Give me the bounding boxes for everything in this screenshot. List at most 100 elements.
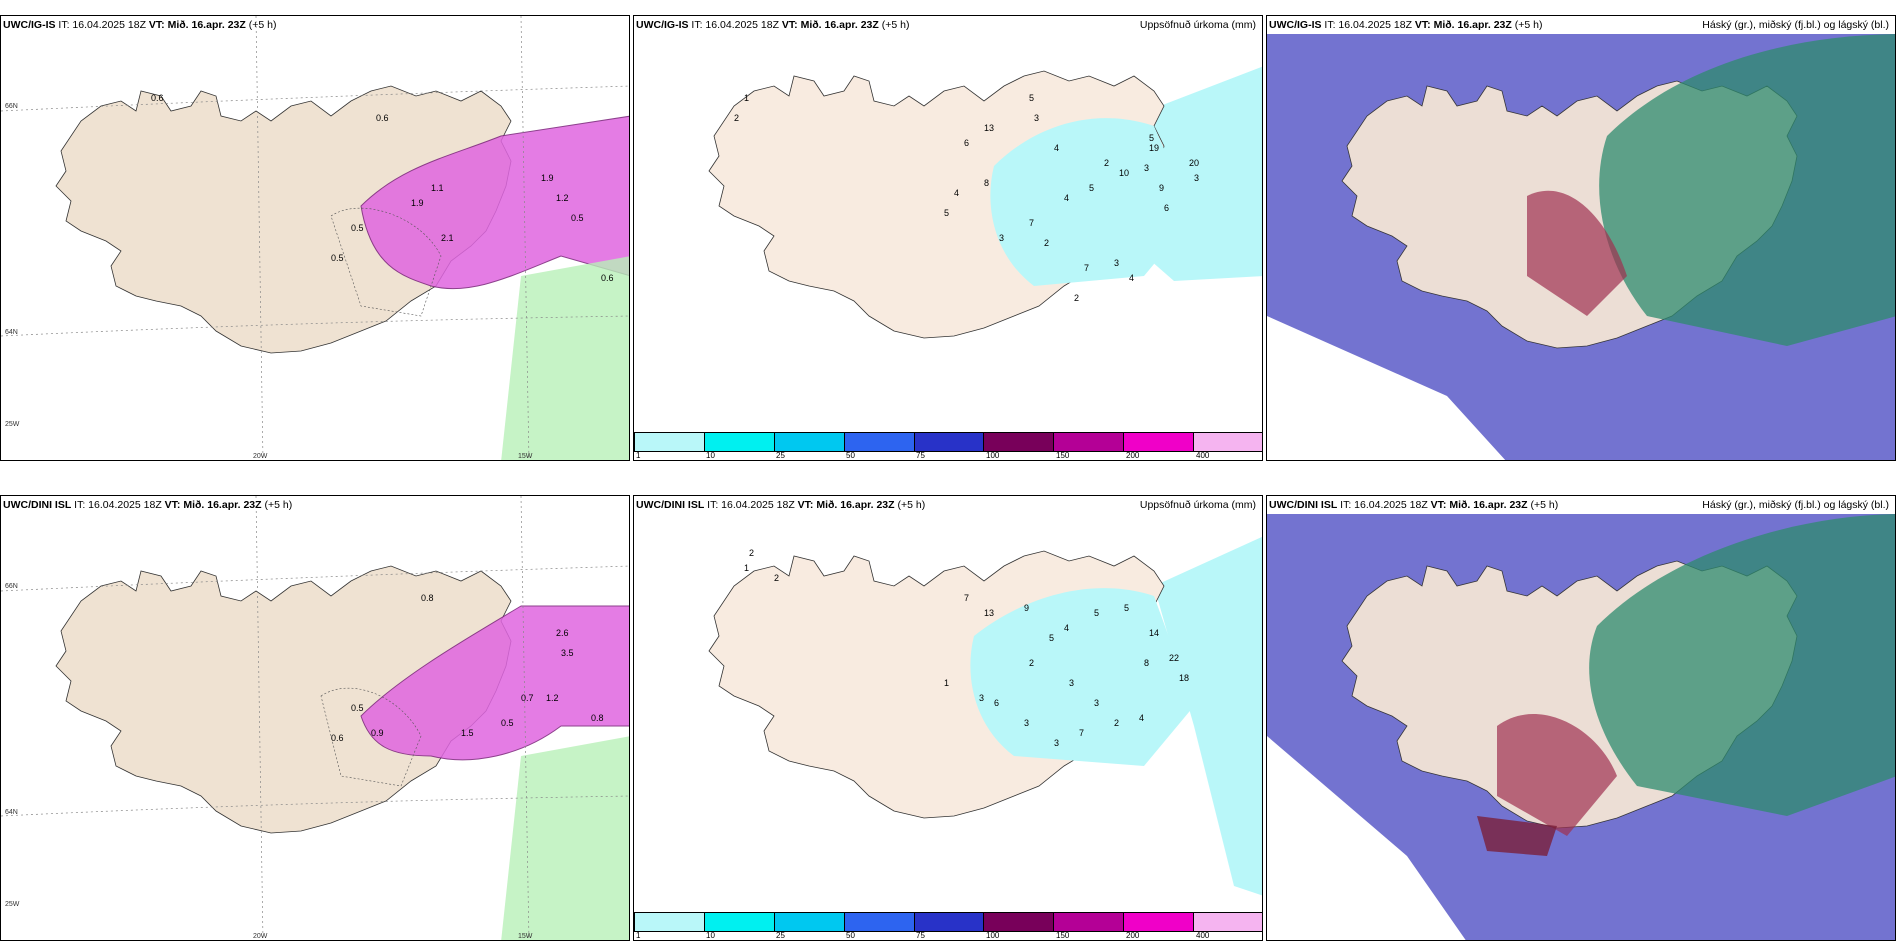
precip-value-label: 0.8 xyxy=(421,593,434,603)
precip-value-label: 3 xyxy=(999,233,1004,243)
mid-cloud-area xyxy=(1477,816,1557,856)
colorbar-swatch xyxy=(984,912,1055,932)
lat-label: 64N xyxy=(5,809,18,816)
colorbar-tick-label: 25 xyxy=(776,451,785,460)
panel-title: Uppsöfnuð úrkoma (mm) xyxy=(1139,19,1256,31)
precip-value-label: 3 xyxy=(1094,698,1099,708)
lon-label: 15W xyxy=(518,453,533,460)
precip-value-label: 22 xyxy=(1169,653,1179,663)
colorbar-swatch xyxy=(634,432,705,452)
precip-value-label: 3 xyxy=(1114,258,1119,268)
colorbar-ticks: 1 10 25 50 75 100 150 200 400 xyxy=(634,931,1262,940)
precip-value-label: 0.5 xyxy=(571,213,584,223)
precip-value-label: 2 xyxy=(1044,238,1049,248)
colorbar-tick-label: 25 xyxy=(776,931,785,940)
precip-value-label: 2 xyxy=(1029,658,1034,668)
lat-label: 66N xyxy=(5,103,18,110)
panel-clouds-top: UWC/IG-IS IT: 16.04.2025 18Z VT: Mið. 16… xyxy=(1266,15,1896,461)
panel-title: Háský (gr.), miðský (fj.bl.) og lágský (… xyxy=(1702,499,1889,511)
precip-value-label: 6 xyxy=(994,698,999,708)
colorbar-tick-label: 50 xyxy=(846,451,855,460)
precip-value-label: 2 xyxy=(1114,718,1119,728)
lon-label: 15W xyxy=(518,933,533,940)
colorbar-tick-label: 10 xyxy=(706,931,715,940)
panel-header: UWC/DINI ISL IT: 16.04.2025 18Z VT: Mið.… xyxy=(636,499,926,511)
precip-value-label: 1.9 xyxy=(411,198,424,208)
precip-value-label: 1.1 xyxy=(431,183,444,193)
precip-value-label: 10 xyxy=(1119,168,1129,178)
lat-line xyxy=(1,315,629,337)
precip-value-label: 5 xyxy=(1094,608,1099,618)
hatched-area xyxy=(320,687,422,787)
colorbar-swatch xyxy=(984,432,1055,452)
precip-value-label: 5 xyxy=(944,208,949,218)
lat-label: 64N xyxy=(5,329,18,336)
lon-line xyxy=(520,496,530,940)
precip-area xyxy=(360,605,629,761)
precip-value-label: 0.7 xyxy=(521,693,534,703)
panel-title: Háský (gr.), miðský (fj.bl.) og lágský (… xyxy=(1702,19,1889,31)
precip-value-label: 4 xyxy=(1064,623,1069,633)
colorbar-tick-label: 150 xyxy=(1056,451,1070,460)
colorbar-swatch xyxy=(914,912,985,932)
lat-line xyxy=(1,565,629,592)
lon-label: 20W xyxy=(253,933,268,940)
precip-value-label: 6 xyxy=(964,138,969,148)
precip-value-label: 0.6 xyxy=(151,93,164,103)
colorbar-swatch xyxy=(1124,432,1195,452)
colorbar-swatch xyxy=(1124,912,1195,932)
precip-value-label: 0.5 xyxy=(501,718,514,728)
panel-wind-precip-top: UWC/IG-IS IT: 16.04.2025 18Z VT: Mið. 16… xyxy=(0,15,630,461)
colorbar-swatch xyxy=(914,432,985,452)
colorbar-tick-label: 75 xyxy=(916,451,925,460)
colorbar-tick-label: 150 xyxy=(1056,931,1070,940)
precip-value-label: 3 xyxy=(979,693,984,703)
precip-value-label: 2 xyxy=(734,113,739,123)
colorbar-swatch xyxy=(1054,432,1125,452)
wind-precip-map: 66N 64N 20W 15W 25W 0.6 0.6 1.9 0.5 0.5 1.1 2.… xyxy=(1,16,629,460)
precip-value-label: 2 xyxy=(774,573,779,583)
colorbar-swatch xyxy=(704,912,775,932)
precip-value-label: 7 xyxy=(1084,263,1089,273)
cloud-map xyxy=(1267,34,1895,460)
lat-line xyxy=(1,85,629,112)
precip-value-label: 1 xyxy=(944,678,949,688)
colorbar-tick-label: 100 xyxy=(986,931,1000,940)
corner-label: 25W xyxy=(5,421,20,428)
precip-value-label: 4 xyxy=(1129,273,1134,283)
precip-value-label: 20 xyxy=(1189,158,1199,168)
precip-value-label: 0.5 xyxy=(351,223,364,233)
colorbar-tick-label: 75 xyxy=(916,931,925,940)
precip-value-label: 1.9 xyxy=(541,173,554,183)
precip-value-label: 3 xyxy=(1194,173,1199,183)
colorbar xyxy=(634,912,1262,932)
colorbar-swatch xyxy=(844,432,915,452)
lat-label: 66N xyxy=(5,583,18,590)
colorbar-swatch xyxy=(704,432,775,452)
precip-value-label: 6 xyxy=(1164,203,1169,213)
panel-wind-precip-bottom: UWC/DINI ISL IT: 16.04.2025 18Z VT: Mið.… xyxy=(0,495,630,941)
precip-value-label: 5 xyxy=(1089,183,1094,193)
precip-area xyxy=(990,118,1194,286)
panel-title: Uppsöfnuð úrkoma (mm) xyxy=(1139,499,1256,511)
colorbar-tick-label: 1 xyxy=(636,931,641,940)
precip-value-label: 4 xyxy=(1064,193,1069,203)
colorbar-tick-label: 200 xyxy=(1126,931,1140,940)
colorbar-swatch xyxy=(1194,432,1262,452)
precip-value-label: 4 xyxy=(1054,143,1059,153)
panel-header: UWC/IG-IS IT: 16.04.2025 18Z VT: Mið. 16… xyxy=(636,19,910,31)
precip-value-label: 2 xyxy=(1074,293,1079,303)
precip-value-label: 0.6 xyxy=(331,733,344,743)
panel-header: UWC/DINI ISL IT: 16.04.2025 18Z VT: Mið.… xyxy=(3,499,293,511)
precip-value-label: 7 xyxy=(1029,218,1034,228)
precip-value-label: 3 xyxy=(1034,113,1039,123)
colorbar-swatch xyxy=(1054,912,1125,932)
colorbar-tick-label: 400 xyxy=(1196,931,1210,940)
colorbar xyxy=(634,432,1262,452)
precip-value-label: 4 xyxy=(954,188,959,198)
precip-value-label: 0.5 xyxy=(351,703,364,713)
